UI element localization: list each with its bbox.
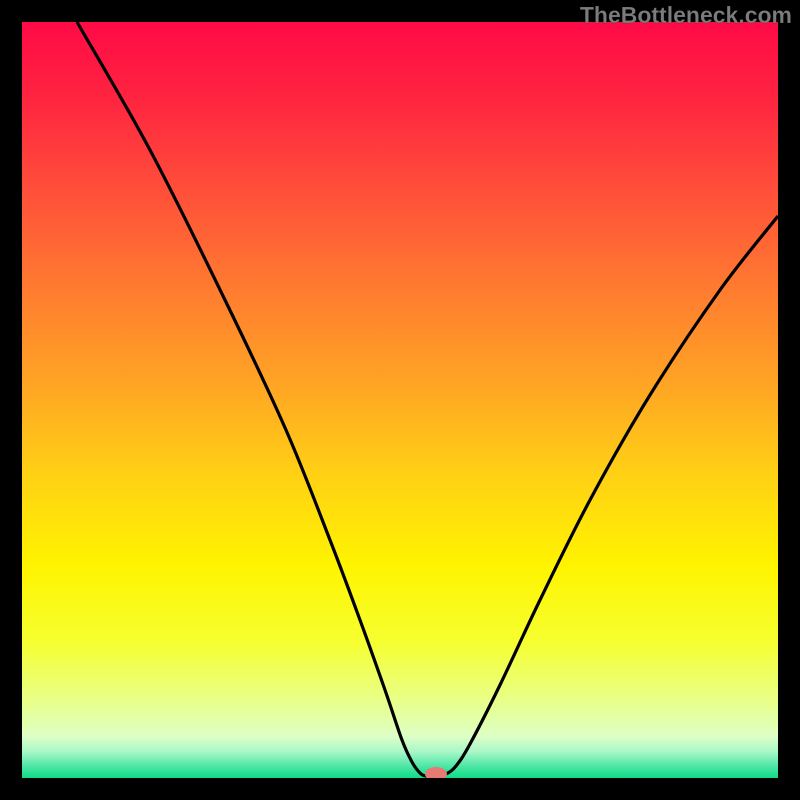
watermark-text: TheBottleneck.com	[580, 2, 792, 29]
bottleneck-chart	[0, 0, 800, 800]
gradient-background	[22, 22, 778, 778]
